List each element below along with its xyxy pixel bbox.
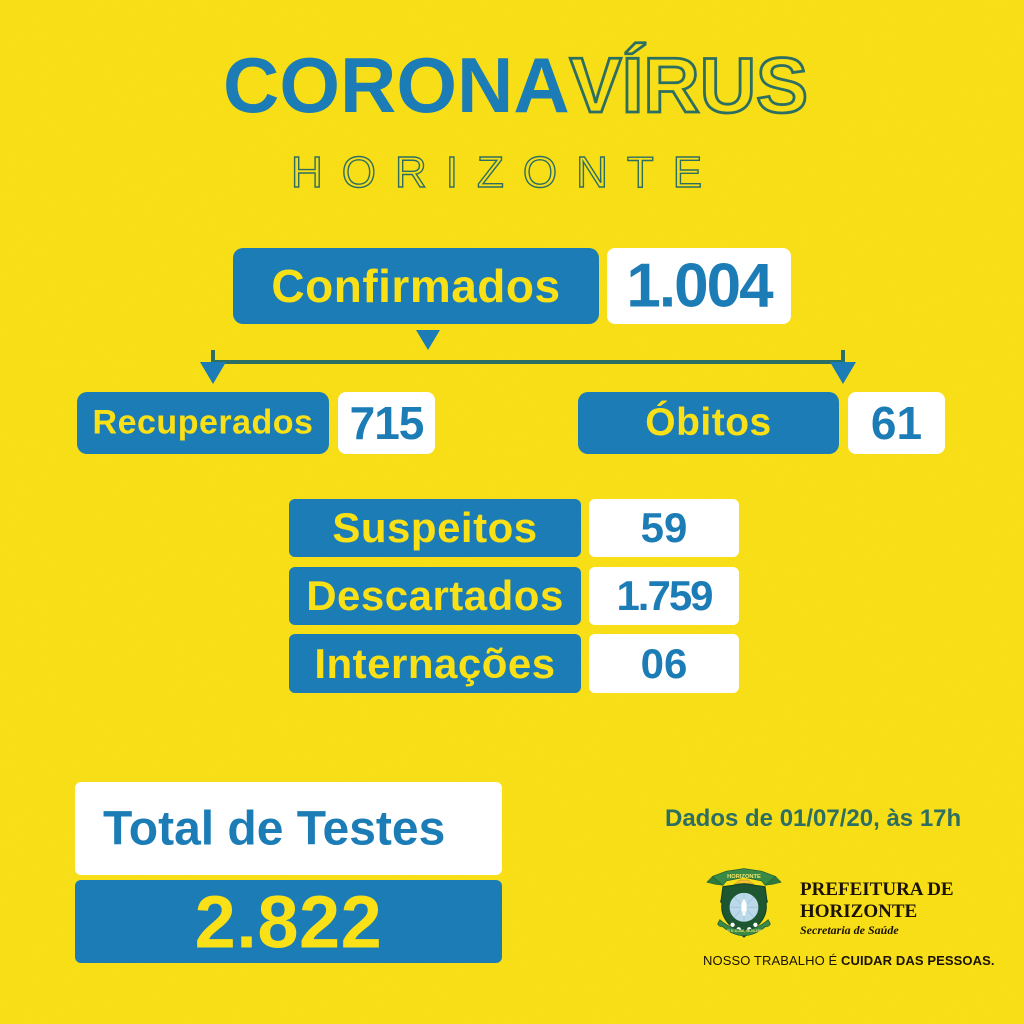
svg-text:LEI N 11.300, 06-03-1997: LEI N 11.300, 06-03-1997 bbox=[725, 929, 763, 933]
svg-text:HORIZONTE: HORIZONTE bbox=[727, 874, 761, 880]
